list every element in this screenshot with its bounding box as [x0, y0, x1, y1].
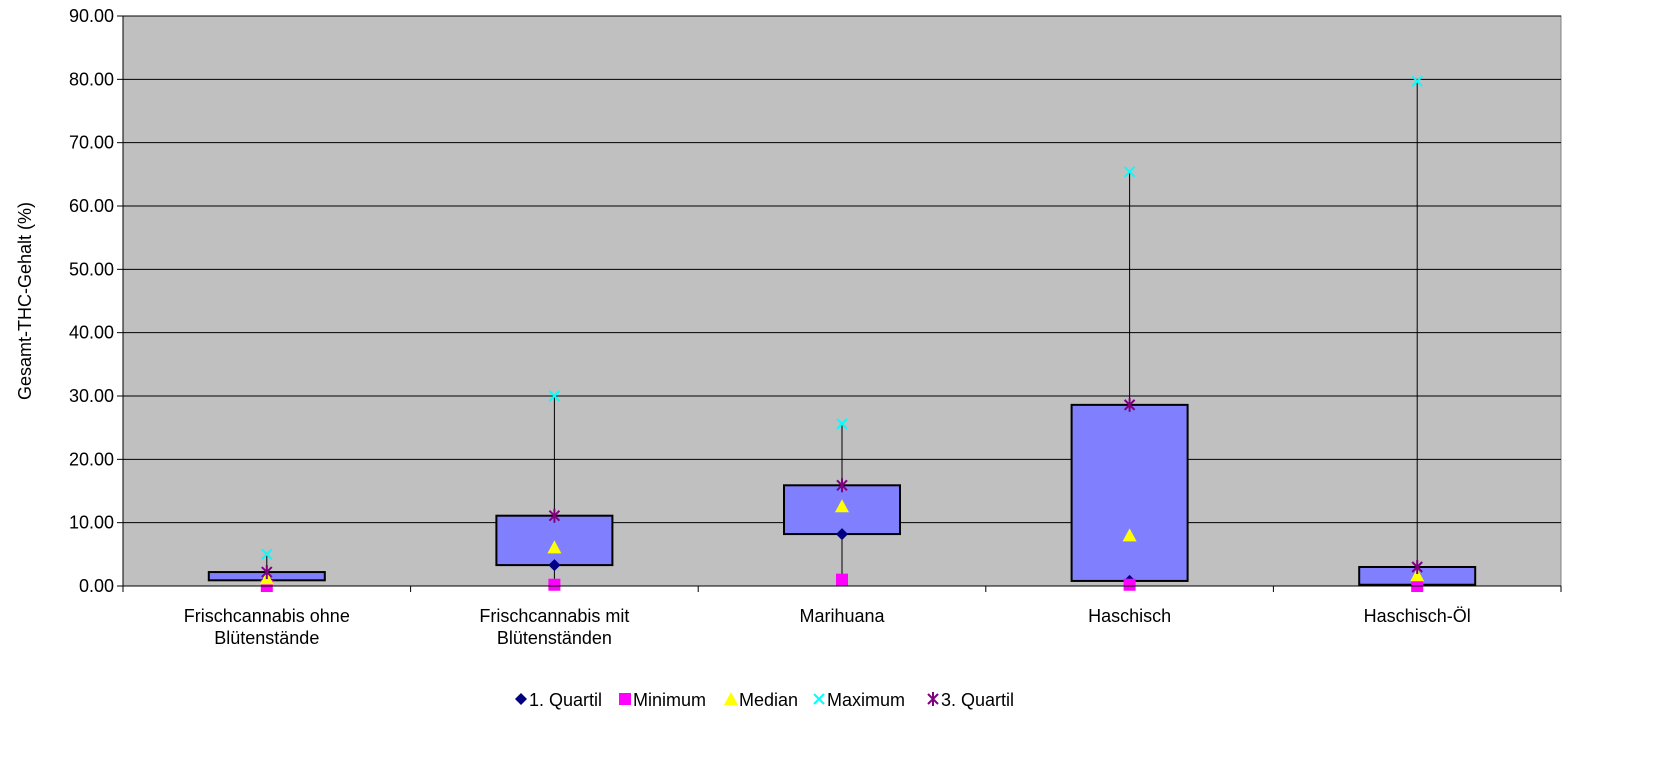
legend: 1. Quartil Minimum Median Maximum 3. Quartil — [515, 690, 1014, 710]
y-tick-label: 90.00 — [69, 6, 114, 26]
legend-star-icon — [927, 692, 939, 706]
point-star — [548, 508, 561, 523]
point-triangle — [1122, 528, 1137, 542]
y-tick-label: 70.00 — [69, 133, 114, 153]
legend-label: 1. Quartil — [529, 690, 602, 710]
point-x — [261, 548, 273, 561]
legend-label: Maximum — [827, 690, 905, 710]
point-diamond — [548, 559, 561, 572]
point-square — [836, 573, 848, 586]
point-x — [1411, 75, 1423, 87]
legend-triangle-icon — [724, 692, 738, 705]
y-tick-label: 60.00 — [69, 196, 114, 216]
point-triangle — [1410, 568, 1425, 582]
point-x — [548, 390, 561, 402]
legend-label: 3. Quartil — [941, 690, 1014, 710]
legend-diamond-icon — [515, 693, 527, 705]
point-star — [1123, 397, 1136, 412]
y-tick-label: 80.00 — [69, 69, 114, 89]
point-triangle — [547, 540, 562, 554]
point-star — [836, 478, 848, 493]
point-x — [1123, 166, 1136, 178]
point-star — [261, 565, 273, 580]
legend-x-icon — [813, 693, 825, 705]
axes — [117, 15, 1562, 592]
legend-label: Median — [739, 690, 798, 710]
x-tick-label: Frischcannabis ohne Blütenstände — [184, 606, 350, 648]
y-tick-label: 20.00 — [69, 449, 114, 469]
point-diamond — [836, 528, 848, 541]
x-tick-labels: Frischcannabis ohne Blütenstände Frischcan… — [184, 606, 1471, 648]
gridlines — [123, 15, 1561, 524]
x-tick-label: Marihuana — [799, 606, 885, 626]
point-star — [1411, 560, 1423, 574]
markers — [259, 75, 1425, 592]
x-tick-label: Frischcannabis mit Blütenständen — [479, 606, 629, 648]
y-tick-label: 50.00 — [69, 259, 114, 279]
point-x — [836, 418, 848, 430]
x-tick-label: Haschisch-Öl — [1364, 606, 1471, 626]
y-tick-label: 0.00 — [79, 576, 114, 596]
y-tick-label: 30.00 — [69, 386, 114, 406]
legend-square-icon — [619, 693, 631, 705]
y-tick-label: 10.00 — [69, 513, 114, 533]
point-square — [548, 578, 561, 591]
y-tick-label: 40.00 — [69, 323, 114, 343]
y-axis-label: Gesamt-THC-Gehalt (%) — [15, 202, 35, 400]
boxes — [207, 403, 1477, 586]
legend-label: Minimum — [633, 690, 706, 710]
x-tick-label: Haschisch — [1088, 606, 1171, 626]
point-square — [1123, 578, 1136, 591]
point-triangle — [835, 499, 849, 513]
y-tick-labels: 0.00 10.00 20.00 30.00 40.00 50.00 60.00 70.00 8… — [69, 6, 114, 596]
box — [1070, 403, 1189, 582]
